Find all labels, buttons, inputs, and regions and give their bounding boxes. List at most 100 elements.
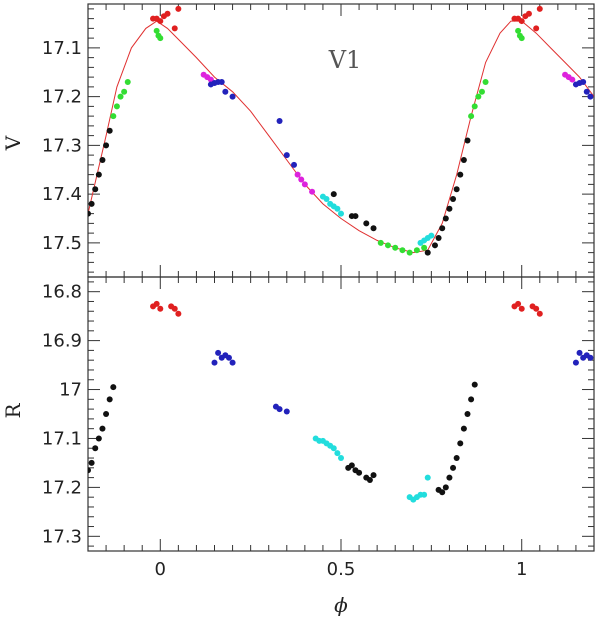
data-point: [518, 35, 525, 42]
x-tick-label: 0: [155, 559, 166, 580]
data-point: [323, 196, 330, 202]
data-point: [464, 411, 471, 417]
data-point: [330, 445, 337, 452]
y-tick-label: 17.1: [42, 38, 82, 59]
data-point: [229, 359, 236, 366]
data-point: [482, 79, 489, 85]
data-point: [475, 93, 482, 100]
data-point: [298, 176, 305, 183]
data-point: [457, 171, 464, 178]
data-point: [348, 462, 355, 469]
data-point: [533, 305, 540, 312]
data-point: [113, 103, 120, 110]
data-point: [88, 459, 95, 466]
data-point: [124, 79, 131, 85]
data-point: [334, 450, 341, 457]
data-point: [330, 191, 337, 198]
x-axis-label: ϕ: [334, 593, 348, 617]
data-point: [157, 35, 164, 42]
data-point: [515, 300, 522, 307]
data-point: [424, 249, 431, 256]
y-tick-label: 17.5: [42, 233, 82, 254]
r-band-panel: 16.8 16.9 17 17.1 17.2 17.3 0 0.5 1: [42, 276, 595, 580]
data-point: [352, 213, 359, 220]
data-point: [478, 88, 485, 95]
data-point: [377, 239, 384, 246]
data-point: [518, 18, 525, 25]
y-tick-label: 17: [59, 380, 82, 401]
data-point: [164, 10, 171, 17]
data-point: [421, 491, 428, 498]
y-tick-label: 17.2: [42, 87, 82, 108]
data-point: [471, 103, 478, 110]
data-point: [536, 5, 543, 12]
data-point: [106, 127, 113, 134]
data-point: [222, 88, 229, 95]
data-point: [157, 18, 164, 25]
data-point: [453, 455, 460, 462]
data-point: [309, 188, 316, 195]
data-point: [276, 118, 283, 124]
data-point: [92, 445, 99, 452]
data-point: [106, 396, 113, 403]
data-point: [92, 186, 99, 193]
data-point: [211, 359, 218, 366]
data-point: [370, 225, 377, 232]
star-annotation: V1: [328, 46, 362, 74]
data-point: [442, 215, 449, 222]
data-point: [471, 381, 478, 388]
data-point: [536, 310, 543, 317]
x-tick-label: 1: [516, 559, 527, 580]
data-point: [294, 171, 301, 178]
y-tick-label: 17.3: [42, 526, 82, 547]
data-point: [153, 27, 160, 34]
data-point: [110, 113, 117, 120]
data-point: [431, 242, 438, 249]
data-point: [88, 210, 91, 217]
data-point: [587, 93, 594, 100]
data-layer: [88, 5, 594, 256]
data-point: [413, 247, 420, 254]
data-point: [464, 137, 471, 144]
fit-curve: [88, 20, 594, 254]
data-point: [103, 411, 110, 417]
data-point: [442, 484, 449, 491]
data-point: [453, 186, 460, 193]
data-point: [283, 408, 290, 415]
data-point: [446, 205, 453, 212]
data-point: [518, 305, 525, 312]
data-point: [569, 76, 576, 83]
plot-frame: [87, 3, 595, 278]
data-point: [392, 244, 399, 251]
data-point: [153, 300, 160, 307]
v-band-panel: 17.1 17.2 17.3 17.4 17.5: [42, 3, 595, 278]
data-point: [175, 5, 182, 12]
data-point: [334, 205, 341, 212]
data-point: [171, 305, 178, 312]
data-point: [424, 474, 431, 481]
data-point: [460, 425, 467, 432]
data-point: [366, 477, 373, 484]
data-point: [363, 220, 370, 227]
y-tick-label: 17.4: [42, 184, 82, 205]
data-point: [580, 79, 587, 85]
data-point: [95, 435, 102, 442]
data-point: [399, 247, 406, 254]
data-point: [439, 225, 446, 232]
data-point: [421, 244, 428, 251]
data-point: [576, 349, 583, 356]
data-point: [356, 469, 363, 476]
r-axis-label: R: [1, 403, 25, 419]
data-point: [468, 396, 475, 403]
data-point: [229, 93, 236, 100]
data-point: [117, 93, 124, 100]
data-point: [171, 25, 178, 32]
data-point: [103, 142, 110, 149]
data-point: [88, 200, 95, 207]
data-point: [99, 425, 106, 432]
data-point: [95, 171, 102, 178]
data-point: [283, 152, 290, 159]
data-point: [291, 161, 298, 168]
data-point: [446, 474, 453, 481]
